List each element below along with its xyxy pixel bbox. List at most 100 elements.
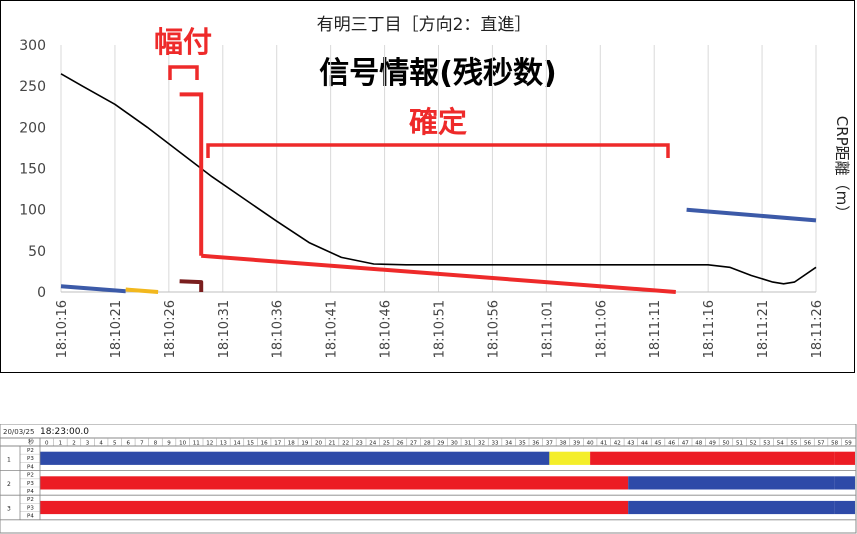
second-label: 55	[790, 441, 797, 447]
signal-red-step	[179, 92, 204, 256]
second-label: 22	[342, 441, 349, 447]
second-label: 46	[668, 441, 675, 447]
timeline-sec-header: 秒	[28, 438, 34, 446]
second-label: 26	[396, 441, 403, 447]
signal-blue-line	[686, 207, 817, 223]
x-tick-label: 18:10:46	[379, 300, 394, 358]
x-tick-label: 18:11:16	[702, 300, 717, 358]
y-tick-label: 150	[19, 162, 46, 178]
second-label: 38	[559, 441, 566, 447]
second-label: 15	[247, 441, 254, 447]
x-tick-label: 18:10:56	[486, 300, 501, 358]
row-label: P4	[27, 514, 34, 520]
second-label: 33	[492, 441, 499, 447]
second-label: 10	[179, 441, 186, 447]
chart-frame	[0, 0, 855, 373]
second-label: 53	[763, 441, 770, 447]
group-label: 1	[7, 456, 11, 463]
annotation-layer: 幅付 確定	[154, 25, 670, 158]
timeline-date: 20/03/25	[3, 428, 34, 436]
y-tick-label: 50	[28, 244, 46, 260]
x-tick-label: 18:10:16	[55, 300, 70, 358]
chart-title: 有明三丁目［方向2：直進］	[317, 15, 532, 35]
x-tick-label: 18:11:06	[594, 300, 609, 358]
x-tick-label: 18:10:41	[325, 300, 340, 358]
second-label: 52	[750, 441, 757, 447]
second-label: 44	[641, 441, 648, 447]
row-label: P2	[27, 473, 34, 479]
second-label: 48	[695, 441, 702, 447]
second-label: 23	[356, 441, 363, 447]
x-tick-label: 18:11:11	[648, 300, 663, 358]
row-label: P3	[27, 505, 34, 511]
second-label: 8	[154, 441, 158, 447]
row-label: P2	[27, 497, 34, 503]
second-label: 58	[831, 441, 838, 447]
x-tick-label: 18:11:26	[810, 300, 825, 358]
second-label: 45	[655, 441, 662, 447]
group-label: 2	[7, 481, 11, 488]
phase-segment	[590, 451, 835, 465]
second-label: 17	[274, 441, 281, 447]
phase-segment	[40, 500, 629, 515]
second-label: 7	[140, 441, 144, 447]
phase-segment	[40, 451, 550, 465]
timeline-layer: 0 1 2 3 4 5 6 7 8 9 10 11 12 13 14 15 16 17 18 19 20 21 22 23 24…	[0, 424, 857, 534]
x-tick-label: 18:10:36	[271, 300, 286, 358]
second-label: 12	[206, 441, 213, 447]
second-label: 1	[59, 441, 63, 447]
second-label: 47	[682, 441, 689, 447]
second-label: 9	[167, 441, 171, 447]
second-label: 42	[614, 441, 621, 447]
distance-chart: 有明三丁目［方向2：直進］ 信号情報(残秒数) CRP距離（m） 18:10:1…	[19, 15, 851, 358]
second-label: 31	[464, 441, 471, 447]
second-label: 32	[478, 441, 485, 447]
x-tick-label: 18:10:51	[433, 300, 448, 358]
second-label: 40	[587, 441, 594, 447]
grid-layer	[60, 45, 817, 293]
x-tick-label: 18:10:26	[163, 300, 178, 358]
second-label: 50	[722, 441, 729, 447]
y-tick-label: 200	[19, 120, 46, 136]
group-label: 3	[7, 506, 11, 513]
signal-timeline: 20/03/25 18:23:00.0 秒 0 1 2 3 4 5 6 7 8 9 10 11 12 13…	[0, 424, 857, 534]
annotation-haba: 幅付	[154, 25, 212, 59]
second-label: 51	[736, 441, 743, 447]
row-label: P2	[27, 448, 34, 454]
phase-segment	[628, 476, 835, 490]
second-label: 34	[505, 441, 512, 447]
y-tick-label: 0	[37, 285, 46, 301]
second-label: 24	[369, 441, 376, 447]
row-label: P3	[27, 456, 34, 462]
x-tick-label: 18:11:21	[756, 300, 771, 358]
phase-segment	[834, 500, 855, 515]
second-label: 37	[546, 441, 553, 447]
row-label: P4	[27, 489, 34, 495]
second-label: 11	[193, 441, 200, 447]
row-label: P3	[27, 481, 34, 487]
series-layer	[60, 73, 817, 294]
signal-yellow-line	[125, 287, 159, 294]
signal-timeline-grid: 20/03/25 18:23:00.0 秒 0 1 2 3 4 5 6 7 8 9 10 11 12 13…	[0, 424, 857, 534]
second-label: 43	[627, 441, 634, 447]
second-label: 39	[573, 441, 580, 447]
phase-segment	[40, 476, 629, 490]
second-label: 5	[113, 441, 117, 447]
signal-blue-line	[60, 284, 126, 294]
tick-layer: 18:10:16 18:10:21 18:10:26 18:10:31 18:10:36…	[19, 38, 825, 358]
second-label: 18	[288, 441, 295, 447]
y-tick-label: 300	[19, 38, 46, 54]
second-label: 29	[437, 441, 444, 447]
second-label: 16	[261, 441, 268, 447]
second-label: 41	[600, 441, 607, 447]
x-tick-label: 18:10:31	[217, 300, 232, 358]
second-label: 2	[72, 441, 76, 447]
phase-segment	[628, 500, 835, 515]
second-label: 4	[99, 441, 103, 447]
signal-red-line	[201, 253, 676, 294]
second-label: 13	[220, 441, 227, 447]
x-tick-label: 18:10:21	[109, 300, 124, 358]
second-label: 3	[86, 441, 90, 447]
second-label: 21	[329, 441, 336, 447]
second-label: 25	[383, 441, 390, 447]
